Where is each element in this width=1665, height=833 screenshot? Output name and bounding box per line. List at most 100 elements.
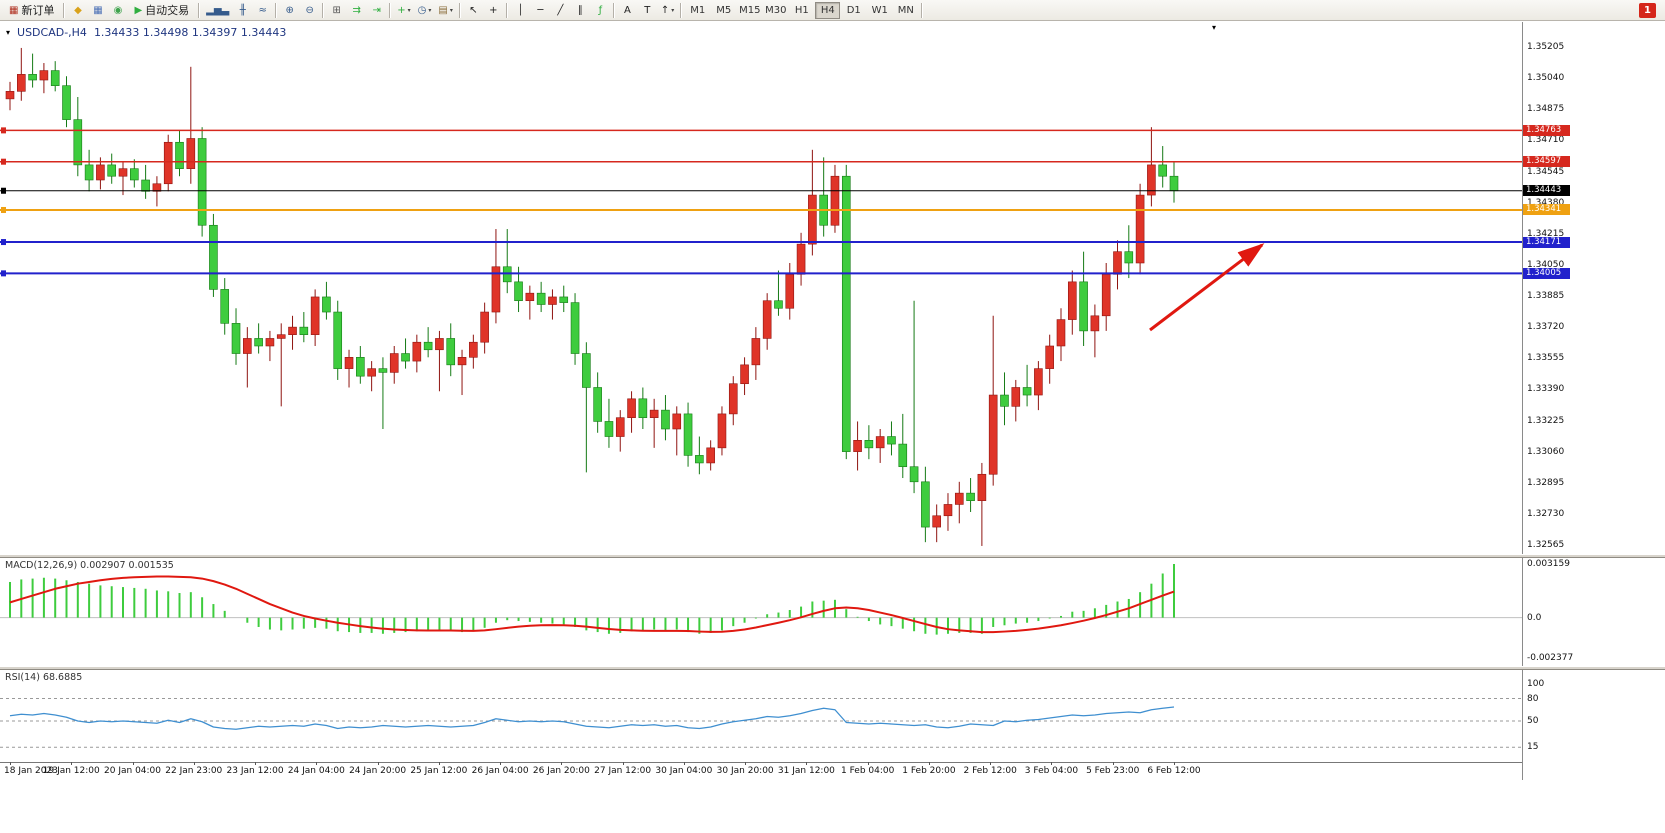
zoom-out-icon[interactable]: ⊖ [300, 1, 319, 19]
chart-shift-icon[interactable]: ⇥ [367, 1, 386, 19]
time-axis-label: 23 Jan 12:00 [226, 766, 284, 776]
price-axis-label: 1.34215 [1527, 228, 1565, 239]
bullish-candle-body [276, 334, 286, 339]
bearish-candle-body [1158, 164, 1167, 177]
price-chart[interactable] [0, 22, 1522, 554]
time-axis-label: 18 Jan 2023 [4, 766, 58, 776]
trendline-icon[interactable]: ╱ [551, 1, 570, 19]
indicators-icon[interactable]: + ▾ [394, 1, 413, 19]
rsi-line [9, 706, 1175, 730]
panel-splitter[interactable] [0, 554, 1665, 558]
charts-profile-icon[interactable]: ◆ [68, 1, 87, 19]
bullish-candle-body [932, 515, 941, 528]
bullish-candle-body [875, 436, 885, 449]
price-axis-label: 1.34710 [1527, 135, 1565, 146]
bullish-candle-body [243, 338, 252, 354]
time-axis-label: 24 Jan 04:00 [287, 766, 345, 776]
time-axis-tick [377, 762, 379, 765]
bearish-candle-body [1169, 175, 1179, 192]
timeframe-w1[interactable]: W1 [867, 2, 892, 19]
horizontal-line-anchor[interactable] [1, 270, 6, 277]
bearish-candle-body [50, 70, 60, 86]
bearish-candle-body [1124, 251, 1134, 264]
periods-icon[interactable]: ◷ ▾ [415, 1, 435, 19]
time-axis-tick [10, 762, 11, 765]
data-window-icon-glyph: ▦ [93, 4, 103, 16]
bar-chart-icon-glyph: ▂▅▃ [206, 4, 230, 16]
bearish-candle-body [378, 368, 388, 373]
time-axis-tick [683, 762, 685, 765]
line-chart-icon[interactable]: ≈ [253, 1, 272, 19]
new-order-button[interactable]: ▦ 新订单 [3, 1, 60, 19]
data-window-icon[interactable]: ▦ [88, 1, 107, 19]
vertical-line-icon[interactable]: │ [511, 1, 530, 19]
bearish-candle-body [909, 466, 919, 483]
bullish-candle-body [808, 194, 817, 245]
arrows-icon-glyph: ↑ [660, 4, 670, 16]
templates-icon[interactable]: ▤ ▾ [435, 1, 455, 19]
timeframe-h4[interactable]: H4 [815, 1, 841, 19]
timeframe-m15[interactable]: M15 [737, 2, 762, 19]
bullish-candle-body [977, 473, 987, 501]
time-axis-label: 31 Jan 12:00 [777, 766, 835, 776]
horizontal-line-icon[interactable]: ─ [531, 1, 550, 19]
autotrading-button[interactable]: ▶ 自动交易 [128, 1, 195, 19]
text-icon[interactable]: A [618, 1, 637, 19]
horizontal-line-anchor[interactable] [1, 206, 6, 213]
rsi-panel[interactable] [0, 670, 1522, 762]
bearish-candle-body [356, 357, 365, 377]
zoom-out-icon-glyph: ⊖ [305, 4, 314, 16]
horizontal-line-anchor[interactable] [1, 239, 6, 246]
bullish-candle-body [785, 274, 795, 309]
bearish-candle-body [130, 168, 139, 181]
zoom-in-icon-glyph: ⊕ [285, 4, 294, 16]
fibonacci-icon[interactable]: ƒ [591, 1, 610, 19]
new-order-button-glyph: ▦ [9, 4, 19, 16]
text-label-icon[interactable]: T [638, 1, 657, 19]
auto-scroll-icon[interactable]: ⇉ [347, 1, 366, 19]
timeframe-h1[interactable]: H1 [789, 2, 814, 19]
bullish-candle-body [1011, 387, 1021, 407]
macd-panel[interactable] [0, 558, 1522, 666]
scroll-to-end-marker-icon[interactable]: ▾ [1212, 23, 1217, 32]
timeframe-mn[interactable]: MN [893, 2, 918, 19]
horizontal-line-anchor[interactable] [1, 127, 6, 134]
panel-splitter[interactable] [0, 666, 1665, 670]
bearish-candle-body [423, 341, 433, 351]
toolbar-separator [458, 2, 461, 18]
time-axis-label: 27 Jan 12:00 [594, 766, 652, 776]
horizontal-line-anchor[interactable] [1, 187, 6, 194]
bullish-candle-body [1034, 368, 1043, 396]
periods-icon-glyph: ◷ [417, 4, 427, 16]
time-axis-label: 1 Feb 04:00 [841, 766, 895, 776]
channel-icon[interactable]: ∥ [571, 1, 590, 19]
bullish-candle-body [943, 504, 953, 517]
crosshair-icon[interactable]: + [484, 1, 503, 19]
bearish-candle-body [695, 455, 704, 464]
rsi-axis-label: 15 [1527, 742, 1539, 753]
bullish-candle-body [435, 338, 444, 351]
bearish-candle-body [231, 323, 241, 354]
zoom-in-icon[interactable]: ⊕ [280, 1, 299, 19]
price-tag: 1.34597 [1523, 156, 1570, 168]
notification-badge[interactable]: 1 [1639, 2, 1656, 18]
timeframe-d1[interactable]: D1 [841, 2, 866, 19]
timeframe-m5[interactable]: M5 [711, 2, 736, 19]
bar-chart-icon[interactable]: ▂▅▃ [203, 1, 232, 19]
fibonacci-icon-glyph: ƒ [598, 4, 603, 16]
time-axis-tick [867, 762, 869, 765]
candlestick-chart-icon[interactable]: ╫ [233, 1, 252, 19]
timeframe-m1[interactable]: M1 [685, 2, 710, 19]
bullish-candle-body [1113, 251, 1122, 275]
trend-arrow-annotation[interactable] [1149, 243, 1265, 332]
bearish-candle-body [921, 481, 930, 528]
cursor-icon[interactable]: ↖ [464, 1, 483, 19]
tile-windows-icon[interactable]: ⊞ [327, 1, 346, 19]
arrows-icon[interactable]: ↑ ▾ [658, 1, 677, 19]
timeframe-m30[interactable]: M30 [763, 2, 788, 19]
price-axis-label: 1.32895 [1527, 477, 1565, 488]
price-tag: 1.34171 [1523, 236, 1570, 248]
strategy-navigator-icon[interactable]: ◉ [108, 1, 127, 19]
horizontal-line-anchor[interactable] [1, 158, 6, 165]
